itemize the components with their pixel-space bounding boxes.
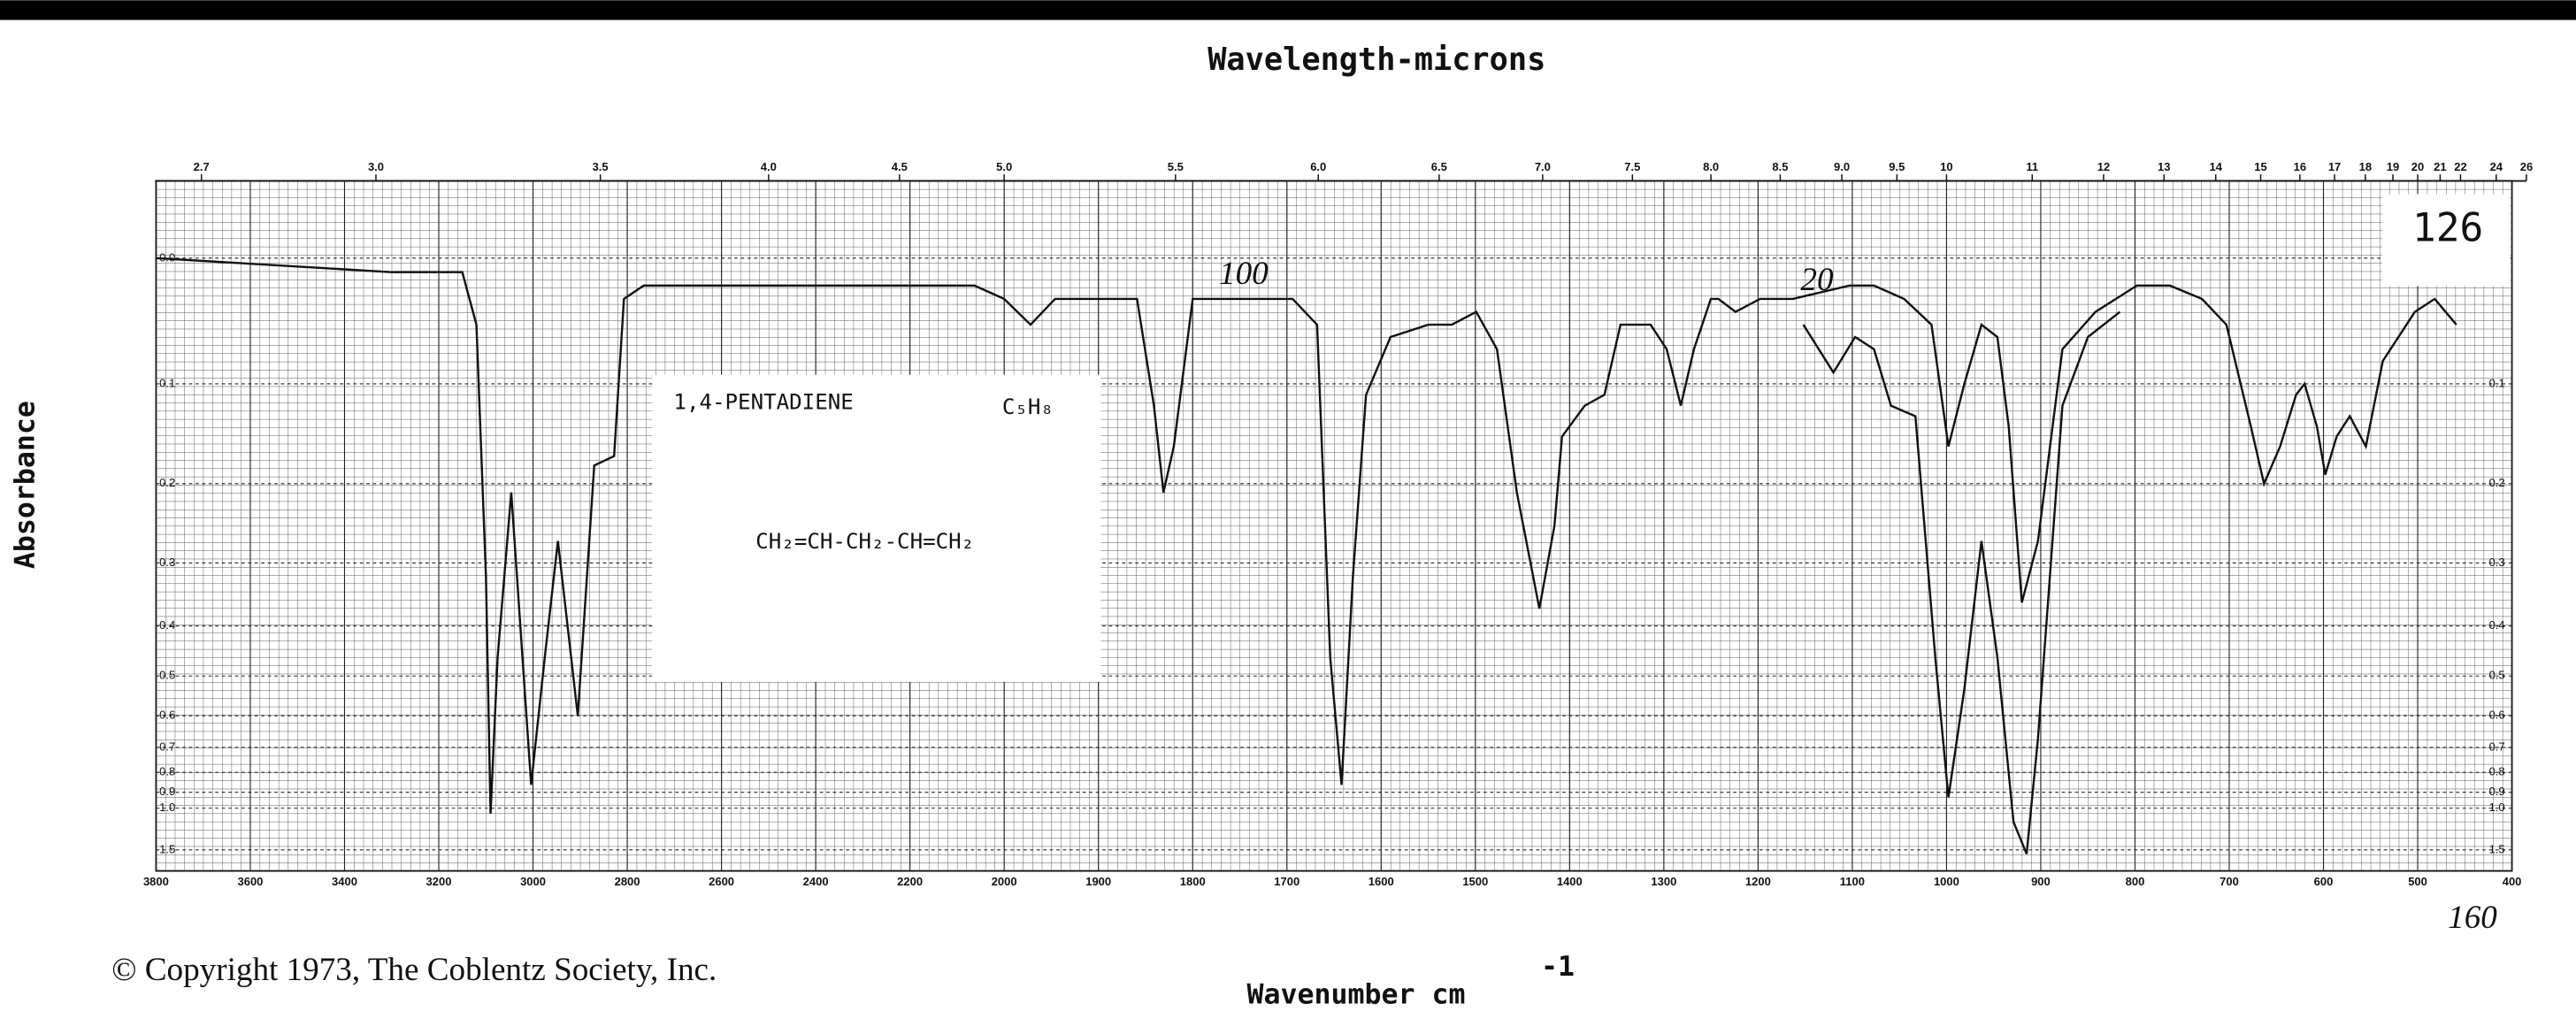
x2-tick-label: 5.5 — [1168, 160, 1184, 173]
x2-tick-label: 7.5 — [1624, 160, 1640, 173]
x-tick-label: 600 — [2314, 875, 2334, 888]
y-tick-label: 0.3 — [159, 555, 175, 569]
x-tick-label: 800 — [2126, 875, 2145, 888]
x-tick-label: 1300 — [1651, 875, 1676, 888]
top-bar — [0, 0, 2576, 20]
x-tick-label: 3000 — [520, 875, 546, 888]
x-tick-label: 1400 — [1557, 875, 1583, 888]
x2-tick-label: 10 — [1940, 160, 1952, 173]
x2-tick-label: 7.0 — [1535, 160, 1551, 173]
molecular-formula: C₅H₈ — [1002, 395, 1054, 419]
x2-tick-label: 13 — [2158, 160, 2170, 173]
x2-tick-label: 9.5 — [1889, 160, 1905, 173]
y-tick-label: 0.8 — [159, 765, 175, 778]
x2-tick-label: 14 — [2210, 160, 2223, 173]
x2-tick-label: 26 — [2520, 160, 2533, 173]
x-tick-label: 1000 — [1934, 875, 1959, 888]
x-tick-label: 3800 — [143, 875, 169, 888]
x-tick-label: 2200 — [897, 875, 923, 888]
y-tick-label: 0.3 — [2489, 555, 2505, 569]
x2-tick-label: 2.7 — [194, 160, 210, 173]
x2-tick-label: 24 — [2490, 160, 2503, 173]
x2-tick-label: 9.0 — [1834, 160, 1850, 173]
y-axis-label: Absorbance — [10, 401, 42, 569]
x-tick-label: 500 — [2408, 875, 2427, 888]
info-box — [652, 374, 1101, 682]
x2-tick-label: 4.0 — [761, 160, 777, 173]
y-tick-label: 0.6 — [2489, 709, 2505, 722]
spectrum-line — [156, 257, 2457, 814]
x-tick-label: 2800 — [615, 875, 640, 888]
structural-formula: CH₂=CH-CH₂-CH=CH₂ — [755, 529, 974, 554]
y-tick-label: 0.8 — [2489, 765, 2505, 778]
y-tick-label: 0.0 — [159, 250, 175, 264]
x2-tick-label: 11 — [2026, 160, 2038, 173]
x2-tick-label: 19 — [2387, 160, 2399, 173]
y-tick-label: 0.1 — [2489, 376, 2505, 389]
x2-tick-label: 18 — [2359, 160, 2372, 173]
x2-tick-label: 8.0 — [1703, 160, 1719, 173]
x2-tick-label: 3.5 — [593, 160, 609, 173]
y-tick-label: 1.0 — [159, 801, 175, 814]
x2-tick-label: 3.0 — [368, 160, 384, 173]
x2-tick-label: 8.5 — [1772, 160, 1788, 173]
x2-tick-label: 4.5 — [892, 160, 908, 173]
y-tick-label: 0.4 — [159, 618, 175, 632]
x-tick-label: 3600 — [237, 875, 263, 888]
x2-tick-label: 20 — [2411, 160, 2424, 173]
x-tick-label: 3400 — [332, 875, 357, 888]
x-tick-label: 1600 — [1368, 875, 1394, 888]
x-axis-label: Wavenumber cm — [1247, 979, 1466, 1011]
y-tick-label: 0.5 — [2489, 669, 2505, 682]
x-tick-label: 700 — [2220, 875, 2239, 888]
x2-tick-label: 16 — [2294, 160, 2306, 173]
plot-layer — [156, 257, 2457, 854]
x2-tick-label: 21 — [2434, 160, 2446, 173]
x2-tick-label: 22 — [2454, 160, 2466, 173]
y-tick-label: 1.5 — [159, 842, 175, 855]
annotation: 100 — [1219, 256, 1269, 292]
x2-tick-label: 17 — [2328, 160, 2341, 173]
y-tick-label: 0.2 — [159, 476, 175, 489]
annotation: 160 — [2448, 900, 2497, 936]
spectrum-number: 126 — [2412, 204, 2484, 250]
x-axis-label-superscript: -1 — [1541, 951, 1575, 983]
y-tick-label: 0.4 — [2489, 618, 2505, 632]
x-tick-label: 1900 — [1085, 875, 1111, 888]
x2-tick-label: 6.0 — [1310, 160, 1326, 173]
compound-name: 1,4-PENTADIENE — [673, 389, 853, 414]
x-tick-label: 900 — [2031, 875, 2051, 888]
x-tick-label: 1100 — [1840, 875, 1865, 888]
y-tick-label: 1.5 — [2489, 842, 2505, 855]
x2-tick-label: 5.0 — [996, 160, 1012, 173]
x-tick-label: 2400 — [803, 875, 829, 888]
copyright: © Copyright 1973, The Coblentz Society, … — [111, 952, 717, 988]
x-tick-label: 1800 — [1180, 875, 1206, 888]
chart-title: Wavelength-microns — [1208, 42, 1545, 78]
x-tick-label: 1200 — [1745, 875, 1771, 888]
number-box — [2381, 194, 2511, 287]
x2-tick-label: 12 — [2097, 160, 2110, 173]
x2-tick-label: 6.5 — [1431, 160, 1447, 173]
x-tick-label: 3200 — [426, 875, 452, 888]
x-tick-label: 400 — [2503, 875, 2522, 888]
y-tick-label: 0.7 — [2489, 739, 2505, 753]
y-tick-label: 0.9 — [2489, 785, 2505, 798]
x2-tick-label: 15 — [2254, 160, 2266, 173]
x-tick-label: 1500 — [1462, 875, 1488, 888]
x-tick-label: 2600 — [709, 875, 734, 888]
y-tick-label: 0.5 — [159, 669, 175, 682]
grid: 0.00.00.10.10.20.20.30.30.40.40.50.50.60… — [143, 160, 2533, 888]
x-tick-label: 2000 — [992, 875, 1017, 888]
y-tick-label: 0.9 — [159, 785, 175, 798]
y-tick-label: 1.0 — [2489, 801, 2505, 814]
x-tick-label: 1700 — [1274, 875, 1300, 888]
y-tick-label: 0.2 — [2489, 476, 2505, 489]
y-tick-label: 0.7 — [159, 739, 175, 753]
y-tick-label: 0.6 — [159, 709, 175, 722]
spectrum-line — [1802, 310, 2121, 854]
y-tick-label: 0.1 — [159, 376, 175, 389]
